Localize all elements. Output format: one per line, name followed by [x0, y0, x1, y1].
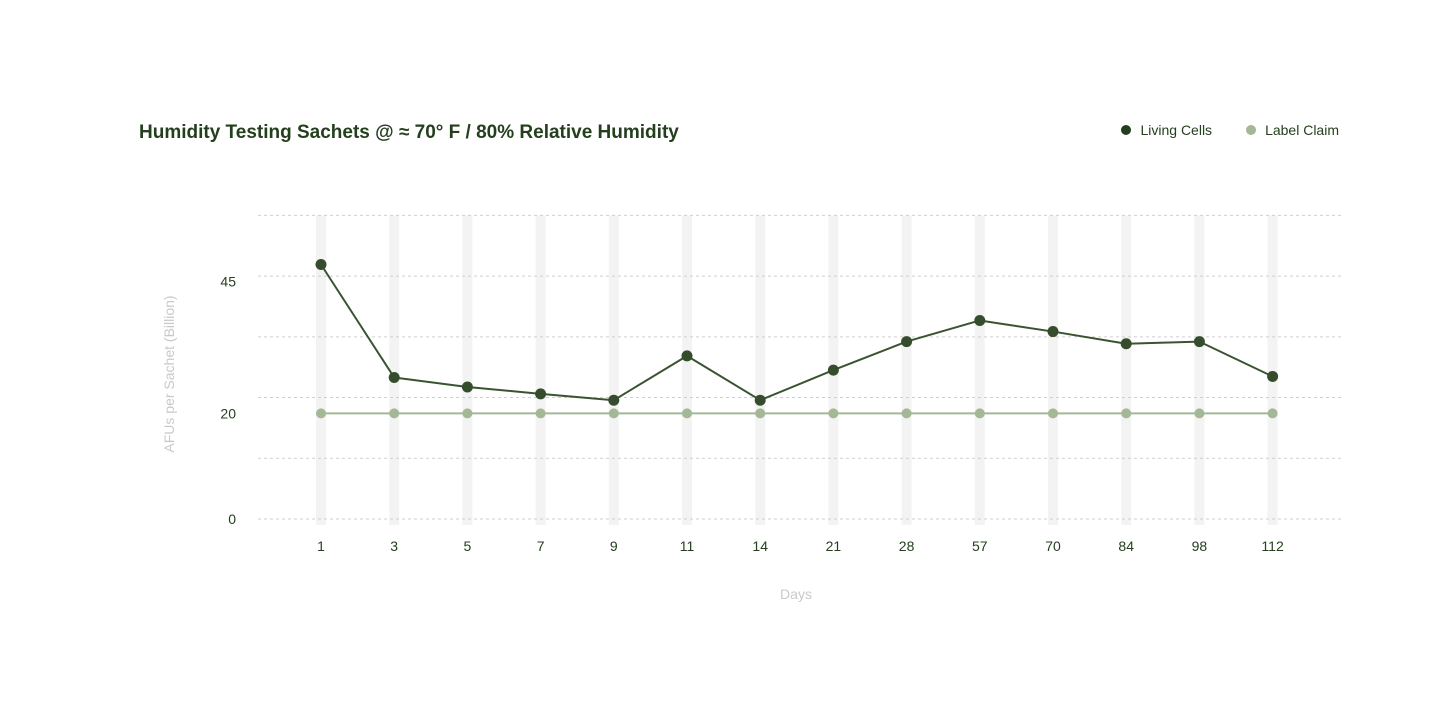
data-point-label-claim[interactable] — [389, 408, 400, 419]
x-tick-label: 14 — [752, 538, 768, 554]
data-point-living-cells[interactable] — [901, 336, 913, 348]
data-point-living-cells[interactable] — [754, 394, 766, 406]
column-band-11 — [682, 215, 692, 525]
data-point-label-claim[interactable] — [316, 408, 326, 419]
x-tick-label: 5 — [464, 538, 472, 554]
data-point-living-cells[interactable] — [461, 381, 473, 393]
y-axis-ticks: 0 20 45 — [220, 273, 236, 527]
x-tick-label: 98 — [1192, 538, 1208, 554]
x-tick-label: 21 — [826, 538, 842, 554]
column-band-14 — [755, 215, 766, 525]
y-axis-title: AFUs per Sachet (Billion) — [161, 295, 177, 452]
data-point-living-cells[interactable] — [827, 364, 839, 376]
x-tick-label: 9 — [610, 538, 618, 554]
data-point-label-claim[interactable] — [901, 408, 912, 419]
column-band-84 — [1121, 215, 1132, 525]
data-point-label-claim[interactable] — [608, 408, 619, 419]
series-line-living-cells — [320, 263, 1274, 402]
x-axis-ticks: 1 3 5 7 9 11 14 21 28 57 70 84 98 112 — [317, 538, 1284, 554]
column-band-28 — [901, 215, 912, 525]
data-point-living-cells[interactable] — [1267, 370, 1279, 382]
column-band-1 — [316, 215, 326, 525]
legend-marker-label-claim — [1246, 125, 1257, 135]
data-point-living-cells[interactable] — [608, 394, 620, 406]
x-tick-label: 7 — [537, 538, 545, 554]
data-point-living-cells[interactable] — [974, 314, 986, 326]
x-axis-title: Days — [780, 586, 812, 602]
data-point-living-cells[interactable] — [535, 388, 547, 400]
column-band-3 — [389, 215, 400, 525]
data-point-label-claim[interactable] — [755, 408, 766, 419]
column-bands — [316, 215, 1278, 525]
y-tick-label: 0 — [228, 511, 236, 527]
x-tick-label: 57 — [972, 538, 988, 554]
legend-label-living-cells: Living Cells — [1140, 122, 1213, 138]
x-tick-label: 84 — [1118, 538, 1134, 554]
data-point-living-cells[interactable] — [681, 350, 693, 362]
column-band-112 — [1267, 215, 1278, 525]
x-tick-label: 11 — [680, 538, 695, 554]
legend-item-living-cells[interactable]: Living Cells — [1121, 122, 1212, 138]
column-band-7 — [535, 215, 546, 525]
series-layer — [315, 259, 1279, 419]
column-band-9 — [608, 215, 619, 525]
column-band-5 — [462, 215, 473, 525]
legend-item-label-claim[interactable]: Label Claim — [1246, 122, 1339, 138]
chart-title: Humidity Testing Sachets @ ≈ 70° F / 80%… — [139, 122, 679, 143]
data-point-label-claim[interactable] — [1194, 408, 1205, 419]
legend-label-label-claim: Label Claim — [1265, 122, 1339, 138]
x-tick-label: 70 — [1045, 538, 1061, 554]
x-tick-label: 112 — [1261, 538, 1284, 554]
data-point-label-claim[interactable] — [1048, 408, 1058, 419]
x-tick-label: 1 — [317, 538, 325, 554]
data-point-living-cells[interactable] — [388, 371, 400, 383]
legend-marker-living-cells — [1121, 125, 1132, 135]
data-point-label-claim[interactable] — [1267, 408, 1278, 419]
data-point-living-cells[interactable] — [1047, 326, 1059, 338]
y-tick-label: 45 — [220, 273, 236, 289]
data-point-label-claim[interactable] — [828, 408, 839, 419]
data-point-living-cells[interactable] — [315, 259, 327, 271]
y-tick-label: 20 — [220, 405, 236, 421]
data-point-label-claim[interactable] — [1121, 408, 1132, 419]
data-point-label-claim[interactable] — [682, 408, 692, 419]
data-point-label-claim[interactable] — [974, 408, 985, 419]
legend: Living Cells Label Claim — [1087, 122, 1339, 138]
column-band-57 — [974, 215, 985, 525]
gridlines — [258, 214, 1341, 520]
x-tick-label: 3 — [390, 538, 398, 554]
x-tick-label: 28 — [899, 538, 915, 554]
column-band-98 — [1194, 215, 1205, 525]
column-band-70 — [1048, 215, 1058, 525]
data-point-living-cells[interactable] — [1193, 336, 1205, 348]
data-point-living-cells[interactable] — [1120, 338, 1132, 350]
data-point-label-claim[interactable] — [462, 408, 473, 419]
data-point-label-claim[interactable] — [535, 408, 546, 419]
